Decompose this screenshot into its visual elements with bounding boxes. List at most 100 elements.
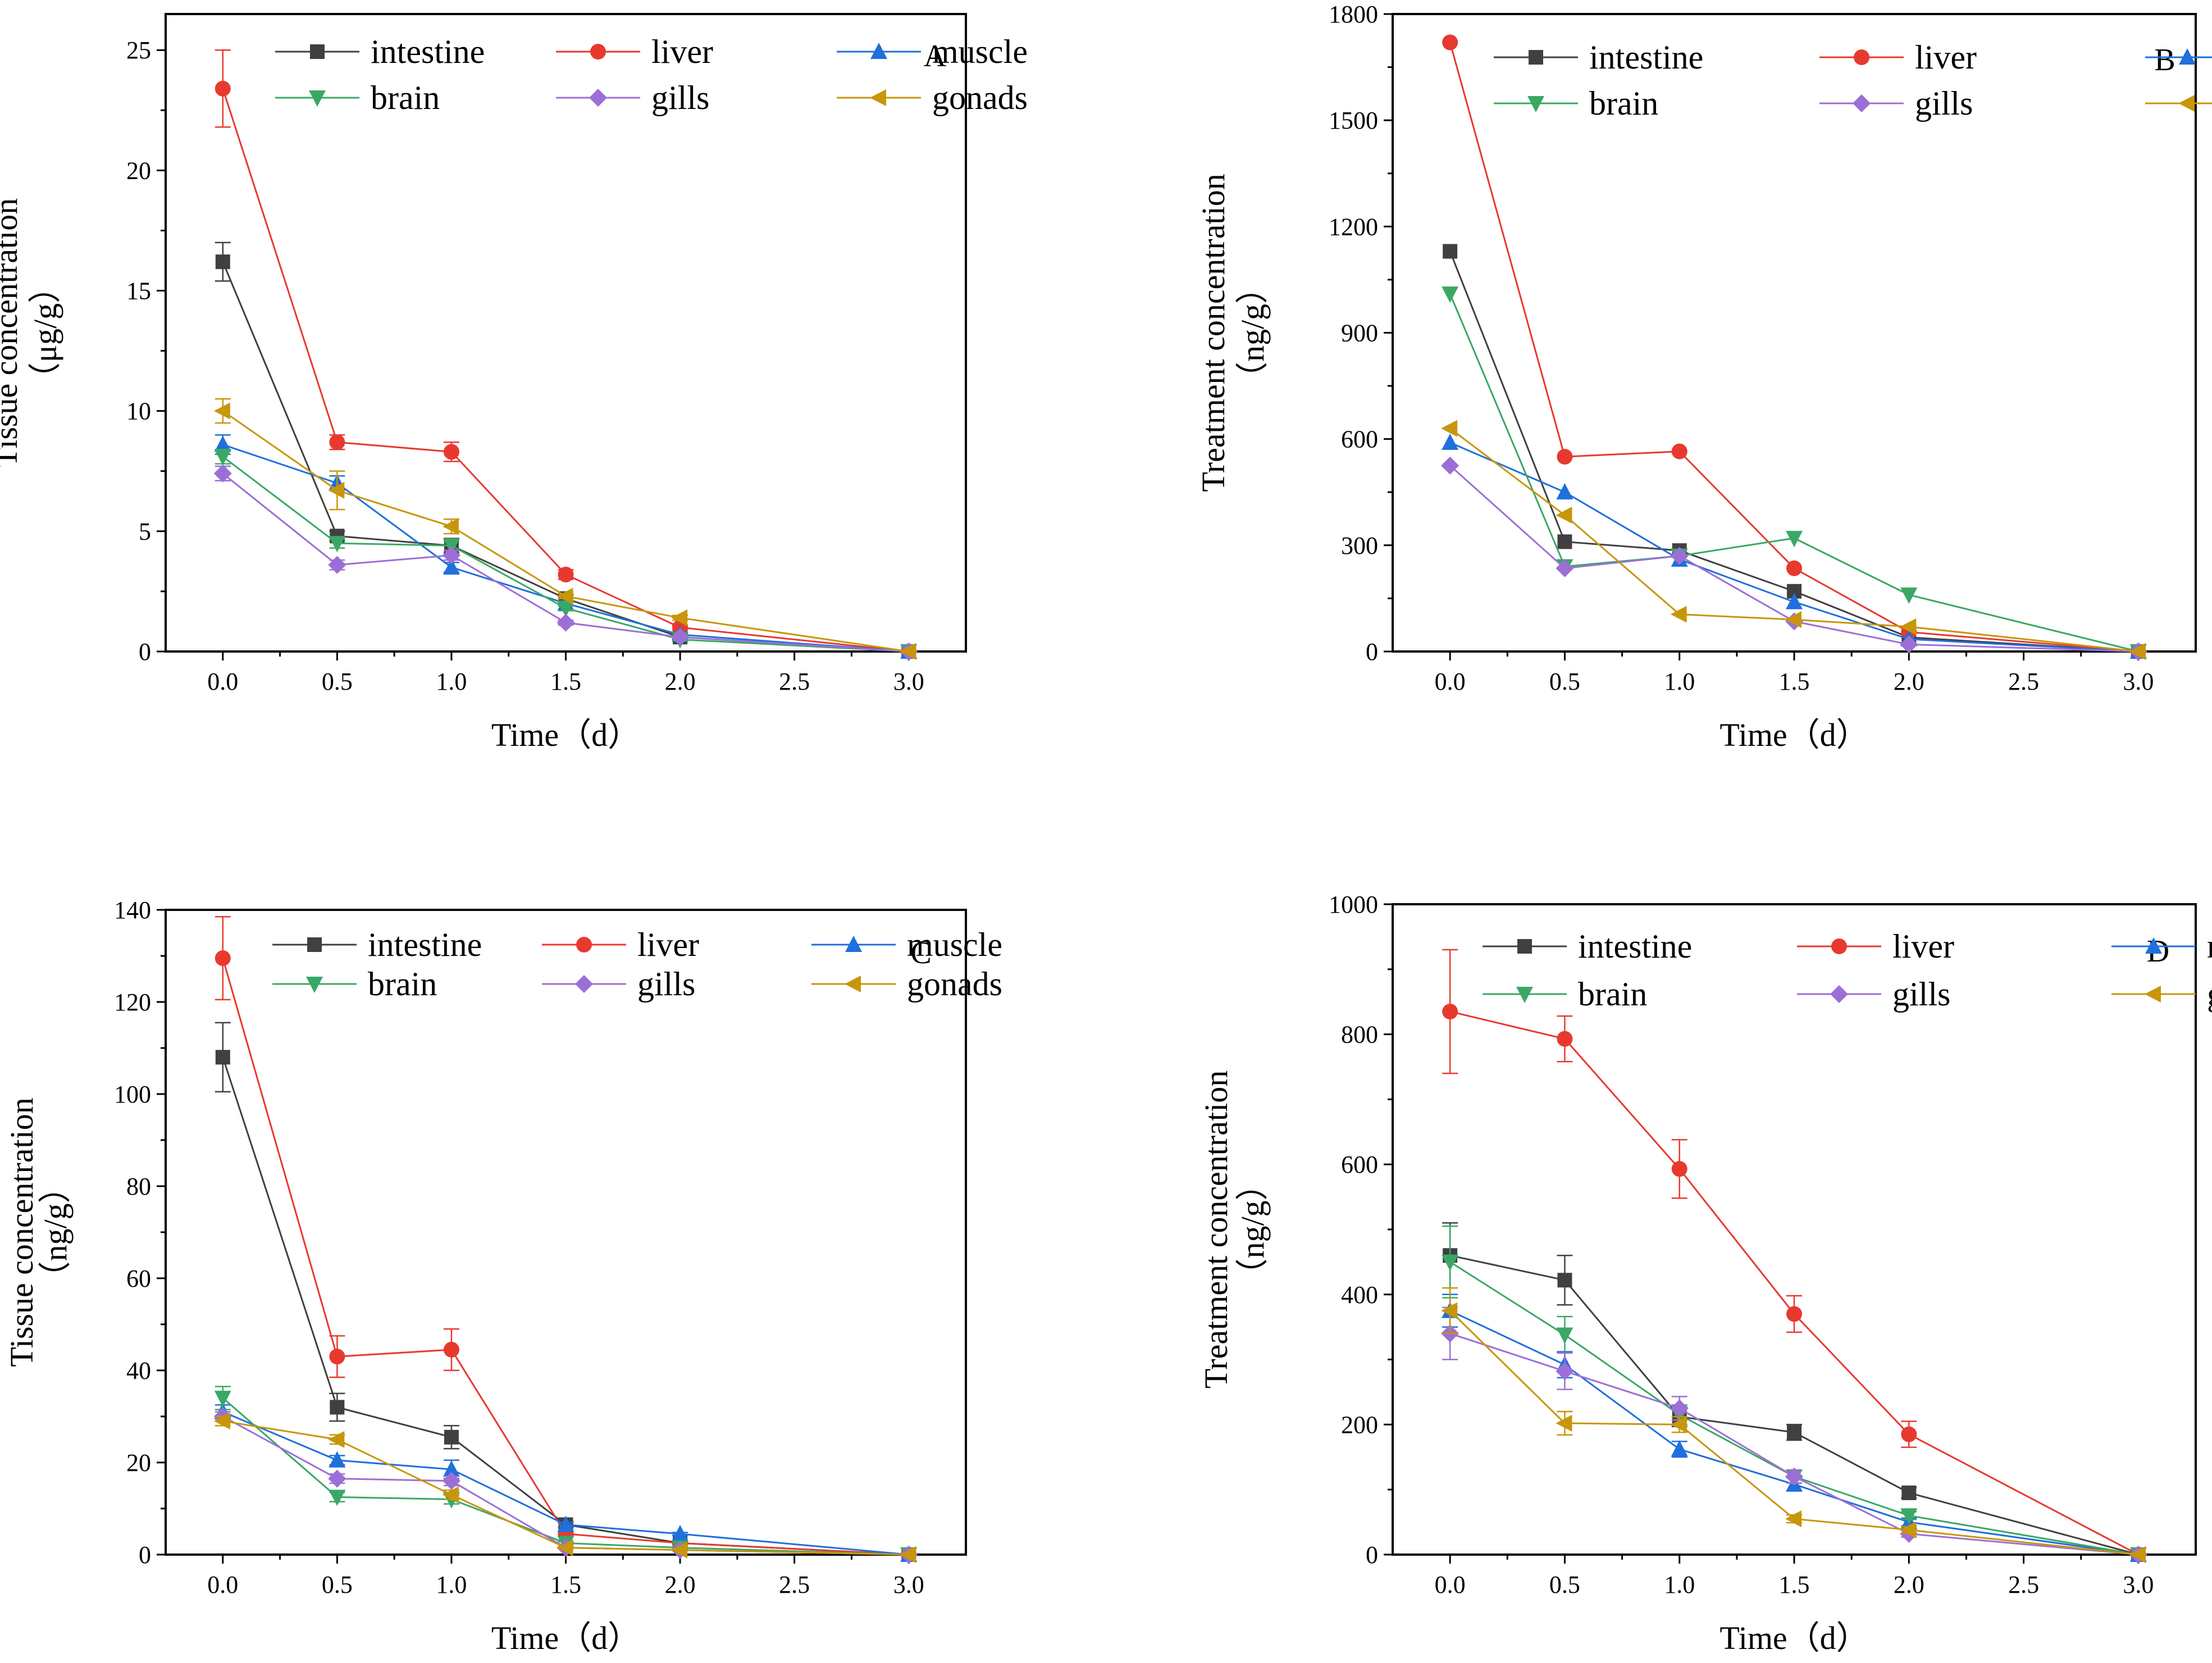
legend-label: muscle — [932, 33, 1028, 70]
series-gills — [1441, 456, 2147, 660]
y-tick-label: 100 — [114, 1081, 151, 1108]
series-line — [222, 472, 909, 653]
y-tick-label: 40 — [126, 1357, 151, 1384]
data-point — [443, 444, 459, 460]
legend-label: intestine — [368, 926, 482, 963]
data-point — [1787, 1425, 1801, 1440]
data-point — [1556, 559, 1574, 577]
legend-label: gills — [637, 965, 695, 1003]
legend-item-gills: gills — [1797, 976, 1950, 1013]
y-tick-label: 25 — [126, 37, 151, 64]
data-point — [671, 609, 688, 627]
panel-d: 0.0 0.5 1.0 1.5 2.0 2.5 3.0 0 200 400 600 800 1000 Ti… — [1198, 891, 2212, 1656]
legend-marker — [2145, 937, 2162, 954]
series-line — [1449, 42, 2138, 653]
data-point — [2129, 643, 2146, 660]
series-line — [1449, 1261, 2139, 1556]
legend: intestine liver muscle brain gills gonads — [1483, 928, 2212, 1013]
y-tick-label: 1800 — [1329, 1, 1378, 28]
y-tick-label: 200 — [1341, 1411, 1378, 1438]
plot-frame — [1392, 13, 2197, 653]
data-point — [1670, 1399, 1689, 1418]
data-point — [1442, 286, 1459, 303]
x-tick-label: 3.0 — [2123, 1571, 2154, 1598]
legend-item-brain: brain — [1494, 85, 1658, 122]
legend-marker — [1516, 987, 1533, 1003]
x-tick-label: 1.0 — [1664, 668, 1695, 695]
legend-marker — [589, 89, 607, 107]
series-line — [1449, 441, 2138, 653]
data-point — [328, 482, 345, 499]
legend-marker — [2178, 95, 2195, 112]
data-point — [557, 600, 574, 617]
data-point — [1900, 587, 1918, 604]
data-point — [1671, 1161, 1687, 1177]
data-point — [1900, 1508, 1918, 1525]
legend-label: gills — [651, 79, 709, 116]
y-tick-label: 20 — [126, 1449, 151, 1477]
data-point — [1556, 1362, 1574, 1380]
series-line — [222, 1056, 909, 1556]
series-line — [222, 88, 909, 653]
data-point — [1557, 1273, 1572, 1288]
x-tick-label: 0.0 — [207, 1571, 238, 1598]
y-tick-label: 800 — [1341, 1021, 1378, 1049]
panel-label: A — [924, 39, 947, 74]
data-point — [558, 566, 574, 582]
y-tick-label: 0 — [139, 638, 151, 666]
x-tick-label: 1.5 — [1779, 668, 1810, 695]
data-point — [215, 254, 230, 270]
x-tick-label: 2.5 — [2008, 668, 2039, 695]
x-tick-label: 1.0 — [1664, 1571, 1695, 1598]
legend-marker — [870, 89, 886, 106]
legend: intestine liver muscle brain gills gonads — [272, 926, 1002, 1003]
x-tick-label: 1.5 — [550, 1571, 581, 1598]
data-point — [442, 1471, 460, 1490]
data-point — [1557, 449, 1573, 465]
y-tick-label: 120 — [114, 988, 151, 1016]
x-tick-label: 1.0 — [436, 1571, 467, 1598]
data-point — [671, 1541, 688, 1559]
data-point — [1785, 1510, 1801, 1528]
panel-a: 0.0 0.5 1.0 1.5 2.0 2.5 3.0 0 5 10 15 20 25 Time（d） Ti… — [0, 13, 1028, 753]
data-point — [1785, 1468, 1803, 1486]
x-tick-label: 2.5 — [2008, 1571, 2039, 1598]
series-gills — [213, 1407, 918, 1564]
legend-label: brain — [368, 965, 437, 1003]
x-tick-label: 3.0 — [893, 1571, 924, 1598]
y-tick-label: 80 — [126, 1173, 151, 1200]
series-line — [1449, 1010, 2139, 1556]
x-axis-title: Time（d） — [491, 717, 640, 753]
x-tick-label: 1.5 — [1779, 1571, 1810, 1598]
legend-marker — [1830, 985, 1848, 1003]
data-point — [557, 587, 573, 605]
x-tick-label: 0.5 — [1549, 668, 1580, 695]
legend-item-gonads: gonads — [2145, 95, 2212, 112]
series-line — [1449, 427, 2139, 653]
data-point — [557, 1539, 573, 1556]
plot-frame — [165, 13, 967, 653]
series-liver — [215, 916, 917, 1562]
data-point — [213, 464, 232, 483]
x-tick-label: 3.0 — [2123, 668, 2154, 695]
y-axis-title: Treatment concentration — [1198, 1070, 1234, 1388]
data-point — [1670, 1416, 1687, 1433]
data-point — [1441, 1302, 1458, 1319]
series-line — [1449, 1254, 2139, 1556]
series-line — [222, 455, 909, 653]
data-point — [1901, 1426, 1917, 1442]
data-point — [1671, 443, 1687, 459]
series-gonads — [213, 1413, 916, 1563]
legend-item-brain: brain — [272, 965, 437, 1003]
data-point — [900, 1546, 916, 1563]
legend-item-intestine: intestine — [1483, 928, 1692, 965]
data-point — [1786, 560, 1802, 576]
data-point — [328, 1431, 345, 1448]
x-tick-label: 0.0 — [1435, 1571, 1466, 1598]
series-intestine — [215, 1022, 916, 1562]
x-tick-label: 1.0 — [436, 668, 467, 695]
legend-marker — [576, 937, 592, 953]
data-point — [1442, 34, 1458, 51]
data-point — [329, 1489, 346, 1506]
legend-label: gonads — [907, 965, 1002, 1003]
